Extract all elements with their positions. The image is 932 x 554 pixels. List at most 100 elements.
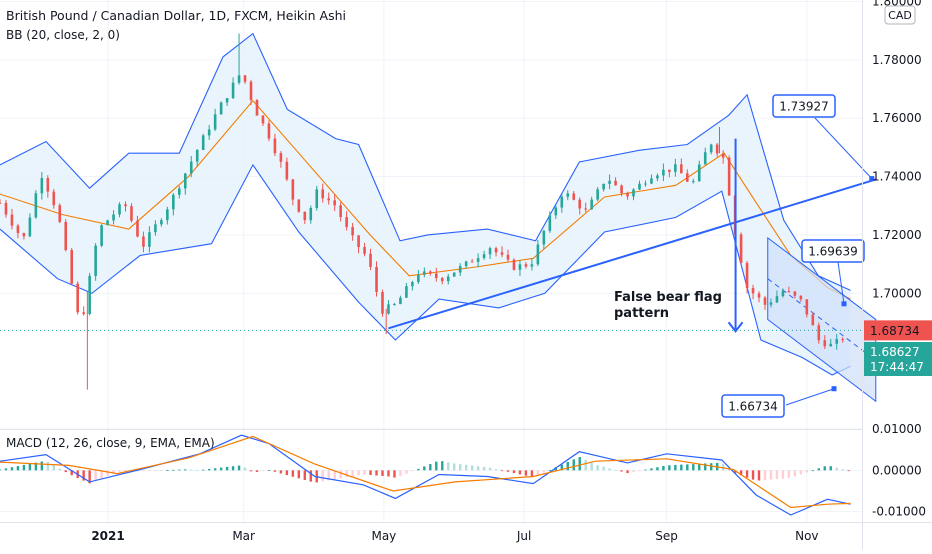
callout-bottom-box [721, 394, 785, 418]
currency-button[interactable]: CAD [884, 5, 916, 25]
candle-body [327, 198, 331, 201]
candle-body [566, 193, 570, 197]
candle-body [34, 193, 38, 218]
macd-histogram-bar [733, 470, 737, 474]
chart-title: British Pound / Canadian Dollar, 1D, FXC… [6, 8, 346, 23]
candle-body [22, 233, 26, 237]
macd-histogram-bar [650, 468, 653, 471]
macd-histogram-bar [698, 463, 701, 471]
candle-body [823, 340, 827, 347]
macd-histogram-bar [339, 470, 342, 479]
down-arrow-head [727, 321, 744, 333]
candle-body [189, 161, 193, 174]
macd-histogram-bar [399, 470, 402, 477]
price-tag-red-text: 1.68734 [870, 324, 920, 338]
candle-body [363, 247, 366, 254]
macd-histogram-bar [70, 470, 73, 476]
candle-body [183, 173, 187, 189]
y-tick-label: 1.74000 [872, 170, 922, 184]
macd-histogram-bar [464, 464, 468, 471]
callout-bottom-text: 1.66734 [728, 400, 778, 414]
candle-body [243, 75, 247, 82]
macd-histogram-bar [279, 470, 283, 474]
bb-indicator-label[interactable]: BB (20, close, 2, 0) [6, 28, 120, 42]
candle-body [548, 215, 552, 231]
candle-body [261, 115, 265, 124]
candle-body [0, 202, 2, 204]
y-tick-label: 1.72000 [872, 228, 922, 242]
macd-histogram-bar [148, 470, 151, 472]
macd-histogram-bar [40, 461, 44, 471]
candle-body [662, 169, 665, 176]
macd-histogram-bar [351, 470, 354, 477]
macd-histogram-bar [554, 467, 558, 471]
bollinger-upper-line [0, 32, 851, 291]
macd-histogram-bar [94, 470, 97, 481]
candle-body [411, 282, 414, 287]
candle-body [118, 204, 121, 215]
candle-body [674, 164, 677, 172]
macd-histogram-bar [184, 469, 187, 471]
candle-body [542, 230, 546, 245]
macd-histogram-bar [207, 468, 211, 471]
macd-histogram-bar [488, 467, 492, 471]
x-tick-label: 2021 [91, 529, 124, 543]
macd-histogram-bar [255, 470, 259, 472]
candle-body [279, 153, 283, 162]
candle-body [70, 250, 74, 284]
macd-histogram-bar [470, 465, 474, 471]
candle-body [357, 235, 360, 248]
candle-body [650, 178, 653, 184]
macd-histogram-bar [512, 470, 516, 474]
candle-body [769, 302, 773, 305]
macd-histogram-bar [118, 470, 121, 472]
candle-body [805, 299, 809, 315]
candle-body [112, 214, 115, 221]
candle-body [136, 220, 139, 237]
candle-body [225, 98, 229, 103]
macd-histogram-bar [596, 465, 599, 471]
price-tag-red [864, 320, 932, 341]
candle-body [506, 254, 510, 260]
x-tick-label: Sep [655, 529, 678, 543]
bollinger-bands [0, 32, 851, 376]
macd-histogram-bar [387, 470, 390, 477]
signal-line [0, 435, 851, 509]
macd-histogram-bar [518, 470, 522, 475]
candle-body [321, 189, 325, 199]
macd-histogram-bar [638, 470, 641, 472]
candle-body [399, 297, 402, 305]
macd-histogram-bar [841, 469, 844, 471]
candle-body [608, 180, 611, 184]
candle-body [88, 275, 91, 315]
macd-histogram-bar [58, 468, 61, 471]
macd-histogram-bar [441, 461, 444, 471]
candle-body [106, 220, 109, 226]
candle-body [835, 339, 839, 344]
macd-indicator-label[interactable]: MACD (12, 26, close, 9, EMA, EMA) [6, 436, 215, 450]
candle-body [393, 304, 396, 306]
candle-body [297, 199, 301, 212]
candle-body [429, 271, 432, 274]
macd-histogram-bar [763, 470, 767, 480]
macd-histogram-bar [823, 466, 826, 471]
macd-histogram-bar [458, 464, 462, 471]
macd-histogram-bar [453, 463, 456, 471]
callout-mid-anchor [841, 301, 847, 307]
candle-body [602, 183, 605, 190]
macd-histogram-bar [28, 463, 32, 471]
macd-histogram-bar [626, 470, 629, 474]
macd-histogram-bar [536, 470, 540, 476]
candle-body [709, 144, 713, 153]
macd-histogram-bar [154, 470, 157, 472]
macd-histogram-bar [548, 469, 552, 471]
candle-body [417, 274, 420, 283]
macd-histogram-bar [524, 470, 528, 476]
macd-histogram-bar [34, 462, 38, 471]
macd-histogram-bar [261, 470, 265, 472]
callout-bottom-leader [785, 388, 835, 406]
macd-histogram-bar [52, 465, 55, 471]
macd-histogram-bar [100, 470, 103, 479]
macd-histogram-bar [447, 462, 450, 471]
